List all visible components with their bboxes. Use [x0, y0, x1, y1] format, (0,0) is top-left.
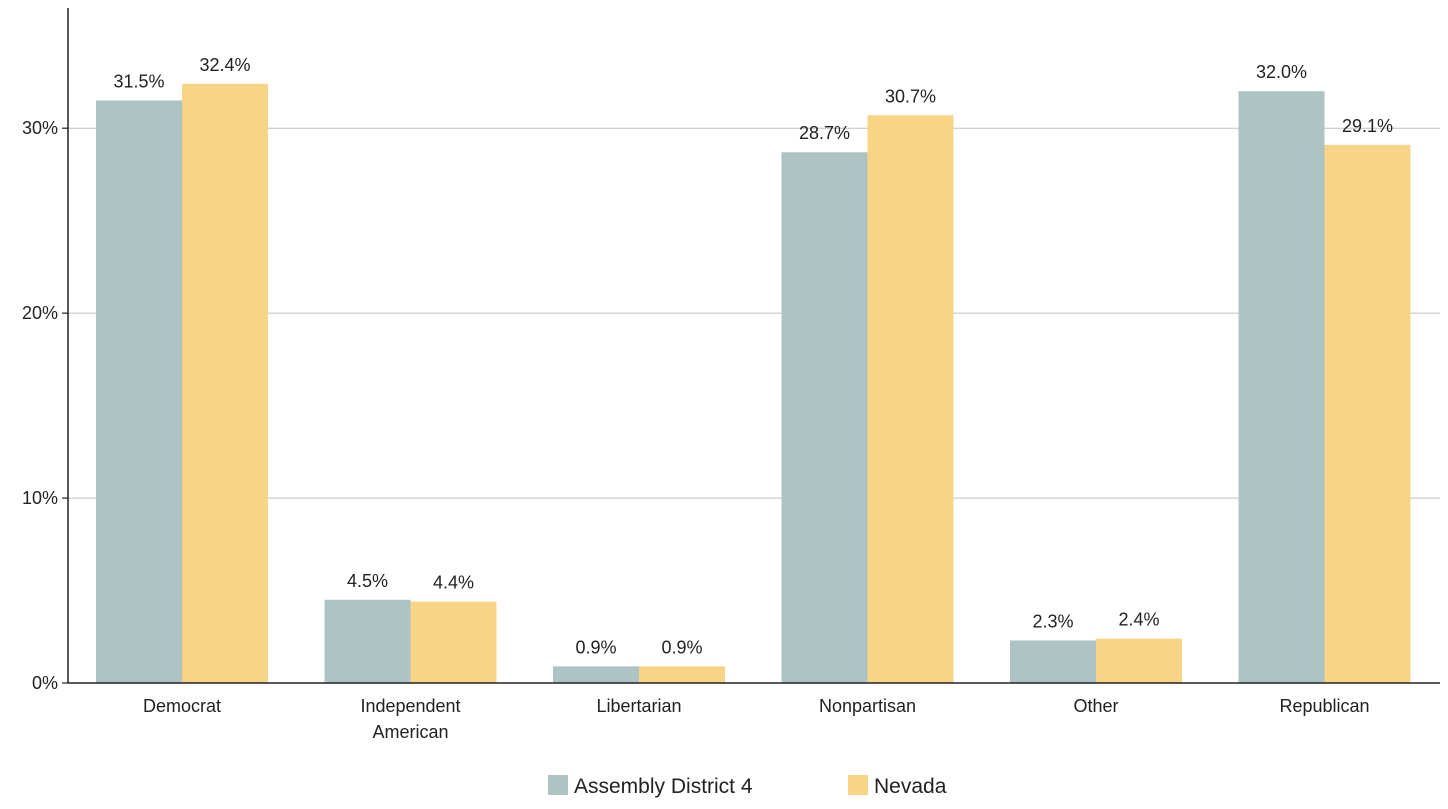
- bar-district: [553, 666, 639, 683]
- data-label: 29.1%: [1342, 116, 1393, 136]
- data-label: 28.7%: [799, 123, 850, 143]
- x-category-label: Independent American: [360, 696, 460, 742]
- y-tick-label: 0%: [32, 673, 58, 693]
- axes: 0% 10% 20% 30% Democrat Independent American Li…: [22, 8, 1440, 742]
- data-label: 2.3%: [1032, 611, 1073, 631]
- data-label: 30.7%: [885, 86, 936, 106]
- bar-nevada: [410, 601, 497, 683]
- gridlines: [68, 127, 1440, 499]
- y-tick-label: 10%: [22, 488, 58, 508]
- bar-nevada: [1096, 638, 1182, 683]
- x-category-label: Democrat: [143, 696, 221, 716]
- bar-nevada: [867, 115, 954, 684]
- x-category-label: Nonpartisan: [819, 696, 916, 716]
- x-category-label: Republican: [1279, 696, 1369, 716]
- bar-district: [96, 100, 182, 683]
- bar-nevada: [639, 666, 725, 683]
- bar-district: [1010, 640, 1096, 683]
- data-label: 2.4%: [1118, 610, 1159, 630]
- data-label: 31.5%: [113, 71, 164, 91]
- legend-swatch: [548, 775, 568, 795]
- bar-nevada: [182, 83, 268, 684]
- data-labels: 31.5% 32.4% 4.5% 4.4% 0.9% 0.9% 28.7% 30.7% 2.3%…: [113, 55, 1393, 658]
- data-label: 0.9%: [661, 637, 702, 657]
- data-label: 32.4%: [199, 55, 250, 75]
- legend-label: Nevada: [874, 775, 947, 798]
- data-label: 4.4%: [433, 573, 474, 593]
- data-label: 32.0%: [1256, 62, 1307, 82]
- data-label: 0.9%: [575, 637, 616, 657]
- bars: [96, 83, 1411, 684]
- x-category-label: Libertarian: [596, 696, 681, 716]
- y-tick-label: 20%: [22, 303, 58, 323]
- x-category-label: Other: [1073, 696, 1118, 716]
- legend: Assembly District 4 Nevada: [548, 775, 947, 798]
- y-tick-label: 30%: [22, 118, 58, 138]
- bar-district: [1238, 91, 1325, 683]
- bar-district: [781, 152, 868, 683]
- bar-district: [324, 599, 411, 683]
- data-label: 4.5%: [347, 571, 388, 591]
- bar-nevada: [1324, 144, 1411, 684]
- legend-swatch: [848, 775, 868, 795]
- legend-label: Assembly District 4: [574, 775, 753, 798]
